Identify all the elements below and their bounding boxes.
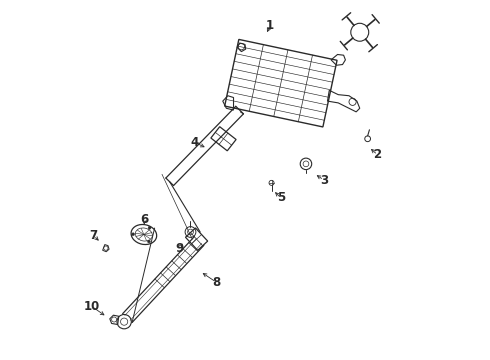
Circle shape: [132, 233, 135, 236]
Text: 4: 4: [191, 136, 199, 149]
Text: 6: 6: [141, 213, 148, 226]
Circle shape: [148, 226, 151, 229]
Circle shape: [147, 240, 150, 243]
Text: 1: 1: [266, 19, 274, 32]
Text: 8: 8: [212, 276, 220, 289]
Text: 9: 9: [175, 242, 184, 255]
Text: 10: 10: [83, 300, 99, 313]
Text: 5: 5: [277, 192, 285, 204]
Text: 7: 7: [90, 229, 98, 242]
Text: 2: 2: [373, 148, 382, 161]
Text: 3: 3: [320, 174, 328, 186]
